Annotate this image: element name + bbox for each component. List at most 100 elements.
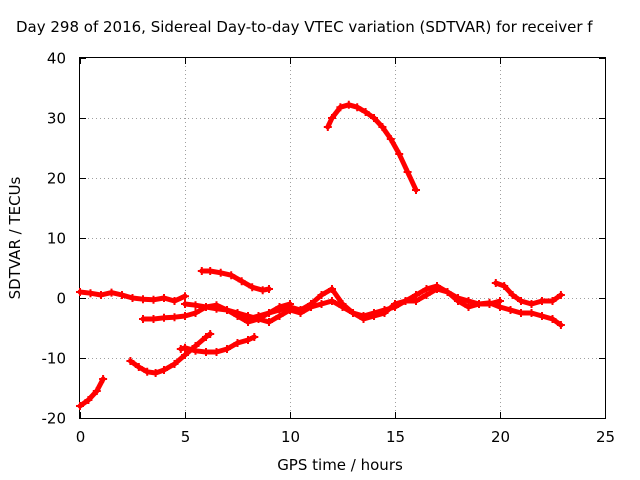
data-point — [496, 297, 504, 305]
data-point — [223, 345, 231, 353]
data-point — [344, 100, 353, 109]
data-point — [160, 313, 168, 322]
data-point — [286, 306, 294, 314]
axis-ticks — [80, 58, 606, 419]
data-point — [134, 363, 143, 371]
data-point — [181, 292, 189, 301]
data-point — [244, 312, 252, 320]
data-point — [191, 309, 200, 317]
data-point — [359, 312, 368, 320]
data-point — [485, 300, 494, 308]
data-point — [212, 304, 221, 313]
data-point — [527, 309, 536, 317]
data-point — [336, 103, 345, 112]
data-point — [395, 150, 404, 158]
data-point — [412, 291, 420, 299]
data-point — [118, 291, 126, 299]
data-point — [433, 282, 441, 290]
data-point — [328, 297, 336, 305]
data-point — [223, 306, 231, 314]
data-point — [380, 306, 389, 314]
x-tick-label: 5 — [181, 428, 191, 446]
data-point — [538, 297, 546, 305]
data-point — [160, 366, 168, 374]
data-point — [181, 351, 189, 359]
data-point — [197, 267, 206, 275]
series-line-arc-1 — [77, 376, 106, 409]
y-tick-label: 20 — [47, 170, 66, 188]
data-point — [454, 294, 462, 302]
data-point — [202, 333, 210, 341]
data-point — [275, 312, 284, 320]
data-point — [296, 309, 305, 317]
data-point — [353, 103, 362, 112]
data-point — [202, 348, 210, 356]
y-tick-label: -20 — [42, 410, 67, 428]
data-point — [338, 303, 347, 311]
data-point — [170, 360, 179, 368]
data-point — [86, 289, 95, 298]
data-point — [506, 306, 515, 314]
data-point — [151, 369, 160, 377]
data-point — [508, 291, 517, 299]
series-layer — [76, 100, 565, 410]
data-point — [206, 267, 215, 275]
y-tick-label: 0 — [56, 290, 66, 308]
data-point — [191, 346, 200, 355]
series-line-arc-5 — [178, 334, 257, 355]
data-point — [556, 291, 565, 299]
data-point — [378, 123, 387, 131]
data-point — [250, 333, 259, 341]
data-point — [76, 402, 84, 410]
data-point — [403, 168, 412, 176]
x-axis-label: GPS time / hours — [277, 456, 403, 474]
data-point — [191, 301, 200, 310]
x-tick-label: 10 — [281, 428, 300, 446]
data-point — [216, 268, 225, 277]
data-point — [233, 339, 242, 347]
y-axis-label: SDTVAR / TECUs — [6, 176, 24, 299]
data-point — [128, 294, 137, 302]
data-point — [181, 343, 189, 352]
y-tick-label: -10 — [42, 350, 67, 368]
data-point — [370, 309, 378, 317]
series-line-arc-6 — [199, 268, 272, 293]
data-point — [99, 375, 108, 383]
x-tick-label: 0 — [76, 428, 86, 446]
x-tick-label: 15 — [386, 428, 405, 446]
x-tick-label: 25 — [596, 428, 615, 446]
plot-frame — [79, 57, 606, 419]
data-point — [92, 387, 101, 395]
data-point — [107, 288, 116, 297]
data-point — [170, 313, 179, 322]
data-point — [475, 300, 483, 308]
data-point — [548, 297, 557, 305]
series-line-arc-10 — [325, 102, 419, 193]
data-point — [181, 312, 189, 320]
data-point — [517, 309, 525, 317]
data-point — [307, 303, 315, 311]
data-point — [370, 114, 378, 122]
data-point — [361, 108, 370, 116]
data-point — [139, 315, 147, 323]
series-line-arc-3 — [127, 331, 213, 376]
data-point — [491, 279, 500, 287]
data-point — [386, 135, 395, 143]
data-point — [422, 285, 431, 293]
data-point — [517, 297, 525, 305]
data-point — [500, 282, 509, 290]
data-point — [265, 309, 273, 317]
y-tick-label: 10 — [47, 230, 66, 248]
data-point — [538, 312, 546, 320]
data-point — [443, 288, 452, 296]
data-point — [84, 396, 93, 404]
data-point — [143, 367, 152, 376]
x-tick-label: 20 — [491, 428, 510, 446]
data-point — [76, 288, 84, 296]
data-point — [126, 357, 135, 365]
data-point — [265, 285, 273, 293]
data-point — [349, 309, 357, 317]
data-point — [149, 315, 158, 323]
data-point — [317, 291, 326, 299]
